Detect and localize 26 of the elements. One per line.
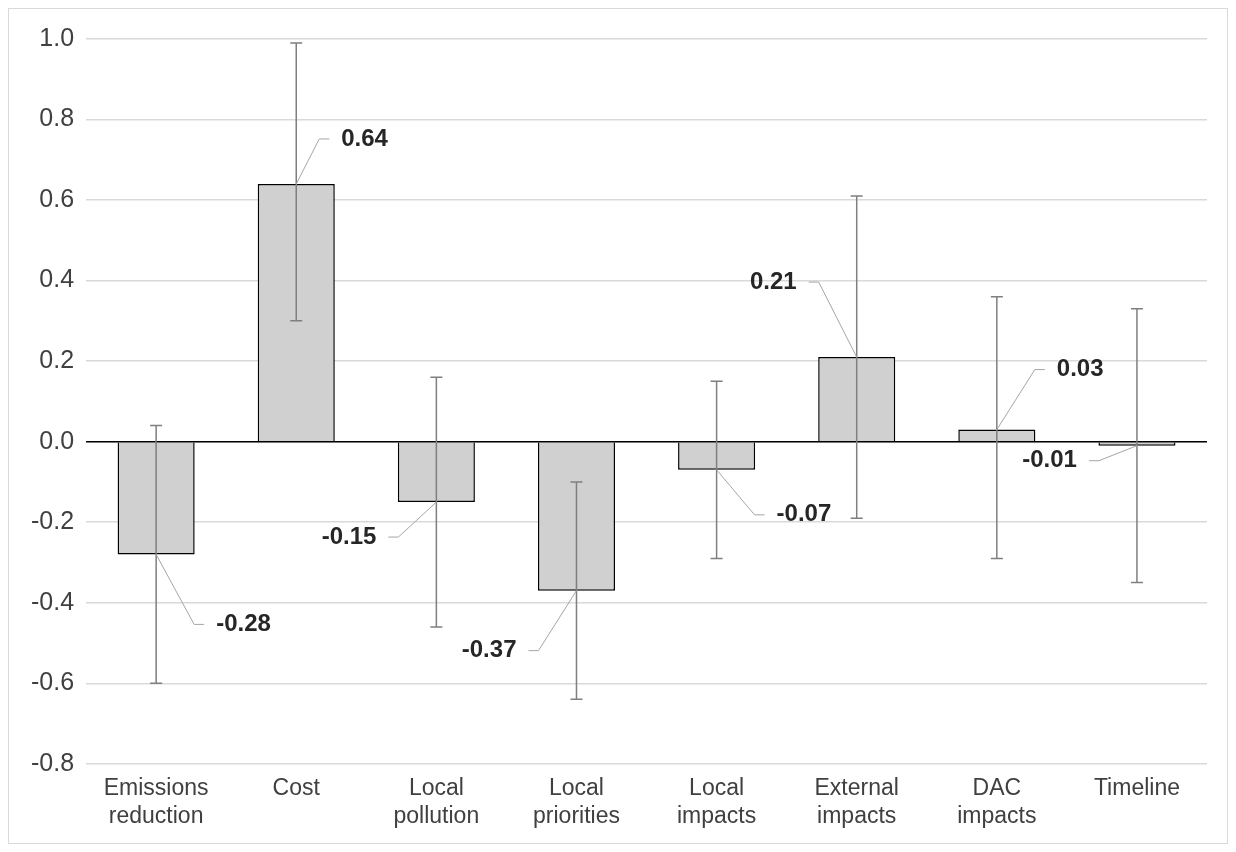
y-tick-label: 0.6 xyxy=(39,183,75,212)
data-label: -0.28 xyxy=(216,609,271,637)
x-tick-label: Cost xyxy=(272,773,321,800)
data-label: -0.15 xyxy=(321,521,377,549)
data-label: -0.01 xyxy=(1022,445,1077,473)
y-tick-label: 0.8 xyxy=(39,103,75,132)
data-label: -0.07 xyxy=(776,499,832,527)
y-tick-label: 0.4 xyxy=(39,264,75,293)
y-tick-label: 0.2 xyxy=(39,345,75,374)
x-tick-label: Emissions reduction xyxy=(103,773,209,828)
x-tick-label: External impacts xyxy=(814,773,899,828)
y-tick-label: -0.4 xyxy=(30,586,75,615)
y-tick-label: -0.2 xyxy=(30,506,75,535)
y-tick-label: -0.6 xyxy=(30,667,75,696)
data-label: 0.03 xyxy=(1056,354,1104,382)
y-tick-label: 1.0 xyxy=(39,22,75,51)
y-tick-label: 0.0 xyxy=(39,425,75,454)
x-tick-label: Local impacts xyxy=(676,773,757,828)
data-label: 0.64 xyxy=(341,123,389,151)
x-tick-label: Local priorities xyxy=(533,773,620,828)
x-tick-label: Timeline xyxy=(1093,773,1180,800)
data-label: 0.21 xyxy=(749,266,797,294)
data-label: -0.37 xyxy=(461,635,517,663)
y-tick-label: -0.8 xyxy=(30,747,75,776)
x-tick-label: Local pollution xyxy=(393,773,480,828)
x-tick-label: DAC impacts xyxy=(957,773,1037,828)
